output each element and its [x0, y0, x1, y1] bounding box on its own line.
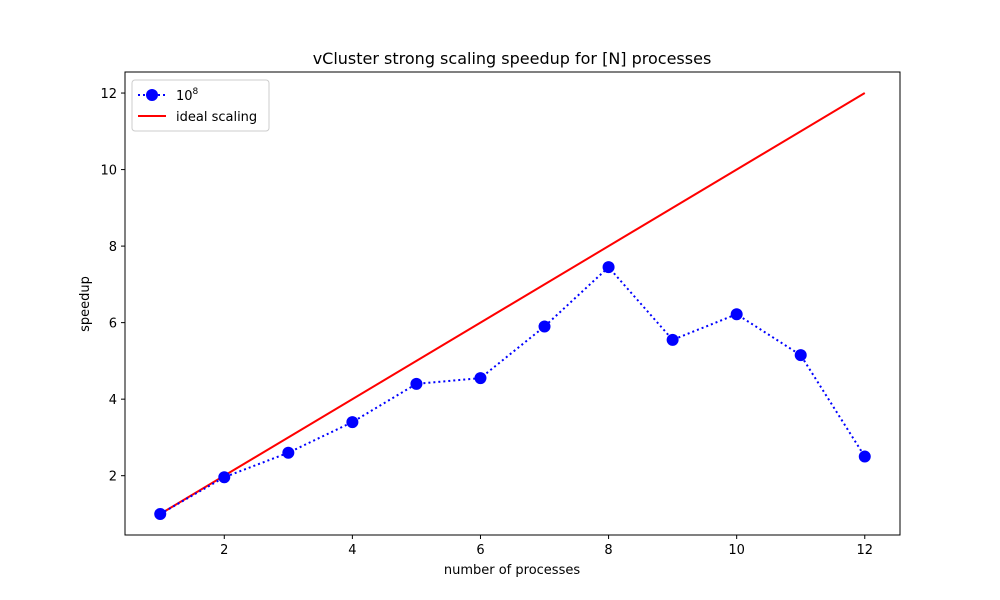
y-tick-label: 2 — [109, 470, 117, 485]
y-tick-label: 12 — [100, 87, 117, 102]
data-point — [282, 446, 295, 459]
x-tick-label: 10 — [728, 543, 745, 558]
data-point — [346, 416, 359, 429]
x-axis: 2 4 6 8 10 12 — [220, 535, 873, 558]
data-point — [218, 471, 231, 484]
data-point — [154, 507, 167, 520]
plot-frame — [124, 71, 901, 536]
series-layer — [154, 92, 871, 520]
legend-label-ideal: ideal scaling — [176, 110, 257, 125]
data-point — [602, 261, 615, 274]
data-point — [538, 320, 551, 333]
x-tick-label: 4 — [348, 543, 356, 558]
x-axis-label: number of processes — [444, 563, 580, 578]
series-line-ideal-scaling — [159, 92, 866, 515]
data-point — [410, 377, 423, 390]
data-point — [858, 450, 871, 463]
data-point — [794, 349, 807, 362]
legend-label-exponent: 8 — [193, 87, 199, 97]
legend-label-measured: 108 — [176, 87, 199, 104]
y-tick-label: 8 — [109, 240, 117, 255]
y-tick-label: 6 — [109, 317, 117, 332]
legend-marker-measured — [146, 89, 158, 101]
x-tick-label: 2 — [220, 543, 228, 558]
y-tick-label: 4 — [109, 393, 117, 408]
legend: 108 ideal scaling — [131, 79, 270, 132]
legend-box — [131, 79, 270, 132]
data-point — [474, 372, 487, 385]
x-tick-label: 12 — [856, 543, 873, 558]
data-point — [730, 308, 743, 321]
series-line-measured — [159, 265, 866, 515]
y-axis-label: speedup — [78, 276, 93, 332]
x-tick-label: 6 — [476, 543, 484, 558]
data-point — [666, 333, 679, 346]
x-tick-label: 8 — [604, 543, 612, 558]
legend-label-base: 10 — [176, 89, 193, 104]
y-axis: 2 4 6 8 10 12 — [100, 87, 125, 485]
y-tick-label: 10 — [100, 164, 117, 179]
chart-title: vCluster strong scaling speedup for [N] … — [313, 49, 712, 68]
